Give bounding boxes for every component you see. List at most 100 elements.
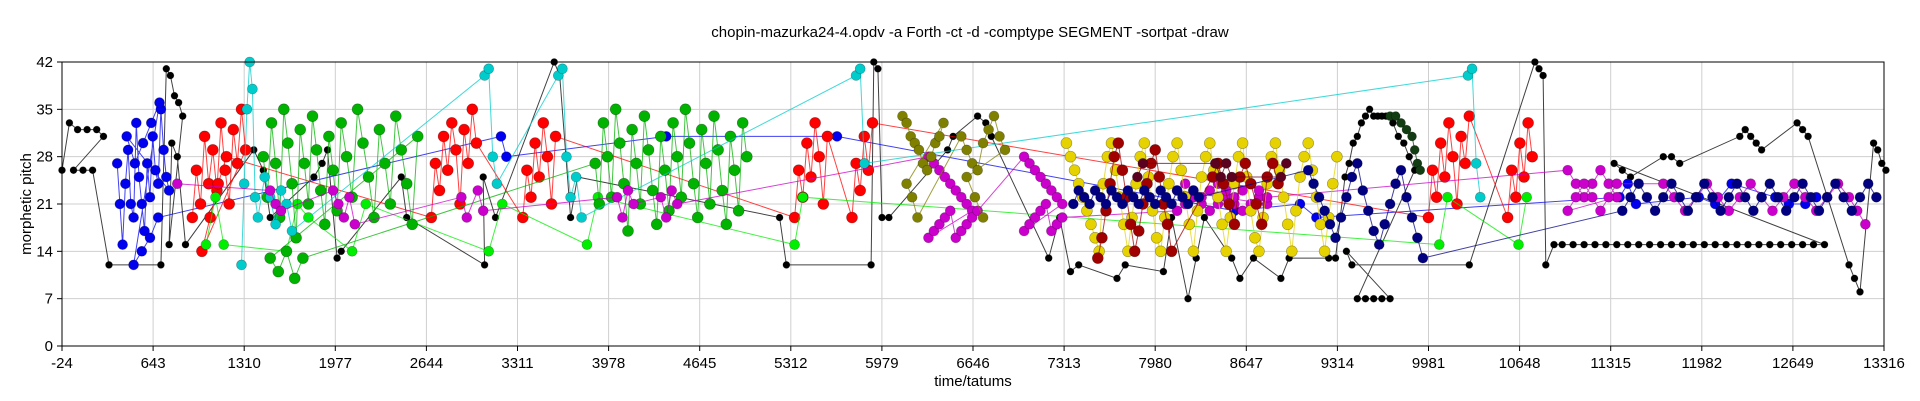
- data-point: [1330, 232, 1341, 244]
- data-point: [1415, 165, 1425, 175]
- data-point: [249, 191, 261, 203]
- data-point: [704, 198, 716, 210]
- data-point: [340, 150, 353, 163]
- data-point: [99, 132, 108, 141]
- data-point: [298, 157, 311, 170]
- data-point: [297, 252, 309, 264]
- data-point: [955, 191, 967, 203]
- data-point: [1748, 205, 1759, 217]
- data-point: [1044, 254, 1053, 262]
- data-point: [1171, 137, 1183, 149]
- data-point: [642, 144, 655, 156]
- data-point: [934, 131, 945, 142]
- data-point: [286, 177, 298, 190]
- data-point: [1253, 185, 1265, 196]
- data-point: [846, 211, 858, 224]
- data-point: [1057, 198, 1068, 210]
- data-point: [139, 225, 150, 237]
- data-point: [1682, 205, 1694, 217]
- data-point: [928, 225, 940, 237]
- data-point: [660, 212, 672, 223]
- data-point: [1361, 112, 1370, 120]
- data-point: [168, 139, 176, 147]
- x-tick-label: 4645: [683, 355, 716, 372]
- data-point: [1405, 152, 1413, 161]
- data-point: [1111, 191, 1123, 203]
- data-point: [1521, 191, 1532, 203]
- data-point: [1319, 205, 1330, 217]
- data-point: [136, 198, 148, 210]
- data-point: [1602, 240, 1610, 249]
- data-point: [136, 246, 148, 257]
- data-point: [541, 150, 554, 163]
- data-point: [1787, 240, 1796, 249]
- data-point: [570, 171, 582, 183]
- data-point: [1741, 125, 1749, 134]
- data-point: [141, 158, 153, 169]
- data-point: [961, 171, 973, 183]
- data-point: [1253, 245, 1265, 258]
- data-point: [1133, 225, 1145, 237]
- data-point: [1352, 158, 1363, 169]
- data-point: [854, 63, 866, 75]
- data-point: [1390, 111, 1401, 121]
- data-point: [462, 157, 475, 170]
- data-point: [1793, 119, 1801, 127]
- data-point: [622, 185, 634, 196]
- data-point: [1171, 205, 1183, 217]
- data-point: [1220, 158, 1232, 169]
- data-point: [611, 191, 623, 203]
- data-point: [389, 110, 402, 122]
- data-point: [1707, 191, 1718, 203]
- data-point: [337, 247, 346, 256]
- data-point: [194, 198, 207, 210]
- data-point: [425, 211, 438, 224]
- data-point: [1199, 150, 1212, 163]
- data-point: [1154, 245, 1167, 258]
- data-point: [1085, 218, 1097, 231]
- data-point: [1384, 198, 1396, 210]
- data-point: [1112, 137, 1125, 149]
- data-point: [1756, 191, 1767, 203]
- data-point: [858, 158, 870, 169]
- tick-layer: -24 643 1310 1977 2644 3311 3978 4645 5312 5979 66…: [36, 54, 1905, 372]
- data-point: [901, 117, 912, 129]
- data-point: [1184, 294, 1192, 303]
- data-point: [1089, 185, 1101, 196]
- data-point: [1266, 157, 1279, 170]
- data-point: [318, 218, 331, 231]
- data-point: [1767, 205, 1778, 217]
- data-point: [1302, 137, 1314, 149]
- data-point: [1040, 178, 1052, 189]
- data-point: [351, 103, 364, 116]
- data-point: [1132, 171, 1143, 183]
- data-point: [813, 150, 826, 163]
- data-point: [809, 117, 821, 129]
- data-point: [129, 158, 141, 169]
- data-point: [913, 144, 925, 156]
- data-point: [1666, 178, 1677, 189]
- data-point: [496, 198, 508, 210]
- data-point: [666, 185, 678, 196]
- data-point: [212, 177, 224, 190]
- data-point: [983, 124, 994, 135]
- data-point: [223, 198, 235, 210]
- data-point: [1153, 171, 1166, 183]
- data-point: [1455, 130, 1467, 143]
- data-point: [1149, 198, 1161, 210]
- x-tick-label: 2644: [410, 355, 443, 372]
- data-point: [163, 185, 175, 196]
- data-point: [1182, 198, 1194, 210]
- data-point: [327, 185, 339, 196]
- data-point: [1562, 205, 1573, 217]
- data-point: [1780, 205, 1792, 217]
- data-point: [1407, 131, 1417, 142]
- data-point: [1426, 164, 1439, 176]
- data-point: [589, 157, 602, 170]
- data-point: [874, 65, 882, 73]
- data-point: [1249, 254, 1258, 262]
- data-point: [1363, 205, 1374, 217]
- data-point: [1430, 191, 1443, 203]
- data-point: [318, 159, 326, 168]
- data-point: [338, 212, 350, 223]
